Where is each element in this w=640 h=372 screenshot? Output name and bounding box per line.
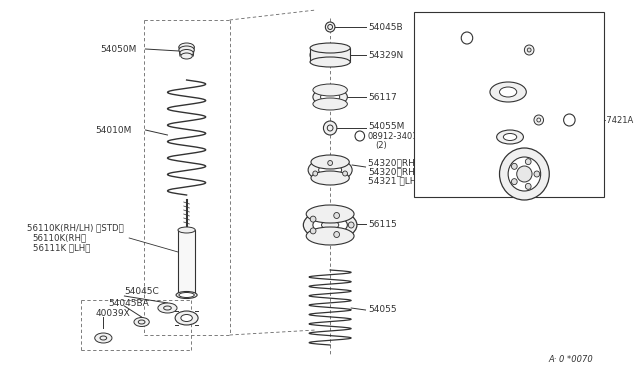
Text: 54010M: 54010M [96, 125, 132, 135]
Ellipse shape [321, 92, 340, 102]
Text: N: N [567, 117, 572, 123]
Ellipse shape [134, 317, 149, 327]
Text: S: S [465, 35, 469, 41]
Circle shape [310, 216, 316, 222]
Text: 54050M: 54050M [100, 45, 137, 54]
Ellipse shape [306, 205, 354, 223]
Text: A· 0 *0070: A· 0 *0070 [548, 356, 593, 365]
Bar [414, 12, 604, 197]
Text: 40039X: 40039X [96, 310, 131, 318]
Ellipse shape [311, 171, 349, 185]
Text: 08912-7421A: 08912-7421A [577, 115, 633, 125]
Circle shape [534, 171, 540, 177]
Ellipse shape [497, 130, 524, 144]
Ellipse shape [306, 227, 354, 245]
Circle shape [499, 148, 549, 200]
Ellipse shape [310, 43, 350, 53]
Circle shape [334, 231, 339, 237]
Text: 08360-5142D: 08360-5142D [475, 33, 532, 42]
Circle shape [527, 48, 531, 52]
Circle shape [516, 166, 532, 182]
Text: VG30DTT  (F/ELEC SUSP): VG30DTT (F/ELEC SUSP) [419, 17, 527, 26]
Text: (4): (4) [475, 44, 486, 52]
Bar [310, 48, 350, 62]
Ellipse shape [158, 303, 177, 313]
Text: 56111K 〈LH〉: 56111K 〈LH〉 [33, 244, 90, 253]
Circle shape [334, 212, 339, 218]
Circle shape [508, 157, 541, 191]
Circle shape [355, 131, 365, 141]
Ellipse shape [311, 155, 349, 169]
Circle shape [325, 22, 335, 32]
Ellipse shape [313, 84, 348, 96]
Circle shape [323, 121, 337, 135]
Text: 56115: 56115 [369, 219, 397, 228]
Ellipse shape [490, 82, 526, 102]
Ellipse shape [321, 221, 339, 230]
Text: 54320〈RH & LH〉: 54320〈RH & LH〉 [369, 158, 445, 167]
Ellipse shape [313, 88, 348, 106]
Text: 54055M: 54055M [369, 122, 404, 131]
Ellipse shape [181, 314, 193, 321]
Text: 08912-3401A: 08912-3401A [367, 131, 424, 141]
Ellipse shape [181, 53, 193, 59]
Circle shape [524, 45, 534, 55]
Text: 54045BA: 54045BA [108, 298, 149, 308]
Ellipse shape [319, 49, 340, 61]
Text: 56110K(RH〉: 56110K(RH〉 [33, 234, 86, 243]
Circle shape [511, 163, 517, 169]
Ellipse shape [179, 292, 195, 298]
Text: (2): (2) [582, 125, 593, 135]
Ellipse shape [180, 49, 193, 57]
Circle shape [348, 222, 354, 228]
Circle shape [328, 160, 333, 166]
Circle shape [313, 171, 317, 176]
Circle shape [525, 158, 531, 165]
Ellipse shape [319, 164, 342, 176]
Text: N: N [357, 131, 363, 141]
Text: 54320〈RH〉: 54320〈RH〉 [369, 167, 420, 176]
Circle shape [342, 171, 348, 176]
Ellipse shape [499, 87, 516, 97]
Ellipse shape [313, 216, 348, 234]
Ellipse shape [175, 311, 198, 325]
Text: 54397: 54397 [418, 87, 447, 96]
Ellipse shape [310, 57, 350, 67]
Bar [178, 230, 195, 295]
Ellipse shape [179, 43, 195, 51]
Text: 56110K(RH/LH) 〈STD〉: 56110K(RH/LH) 〈STD〉 [27, 224, 124, 232]
Text: 54396: 54396 [418, 132, 447, 141]
Ellipse shape [176, 292, 197, 298]
Ellipse shape [503, 134, 516, 141]
Circle shape [461, 32, 473, 44]
Text: 54321 〈LH〉: 54321 〈LH〉 [369, 176, 422, 186]
Text: 54329N: 54329N [369, 51, 404, 60]
Text: 54055: 54055 [369, 305, 397, 314]
Circle shape [564, 114, 575, 126]
Circle shape [310, 228, 316, 234]
Ellipse shape [95, 333, 112, 343]
Ellipse shape [310, 44, 350, 66]
Text: (2): (2) [375, 141, 387, 150]
Text: 56117: 56117 [369, 93, 397, 102]
Text: 54045C: 54045C [124, 288, 159, 296]
Ellipse shape [313, 98, 348, 110]
Ellipse shape [308, 158, 352, 182]
Text: 54045B: 54045B [369, 22, 403, 32]
Ellipse shape [178, 227, 195, 233]
Ellipse shape [179, 46, 195, 54]
Ellipse shape [303, 210, 357, 240]
Circle shape [534, 115, 543, 125]
Circle shape [525, 183, 531, 189]
Circle shape [511, 179, 517, 185]
